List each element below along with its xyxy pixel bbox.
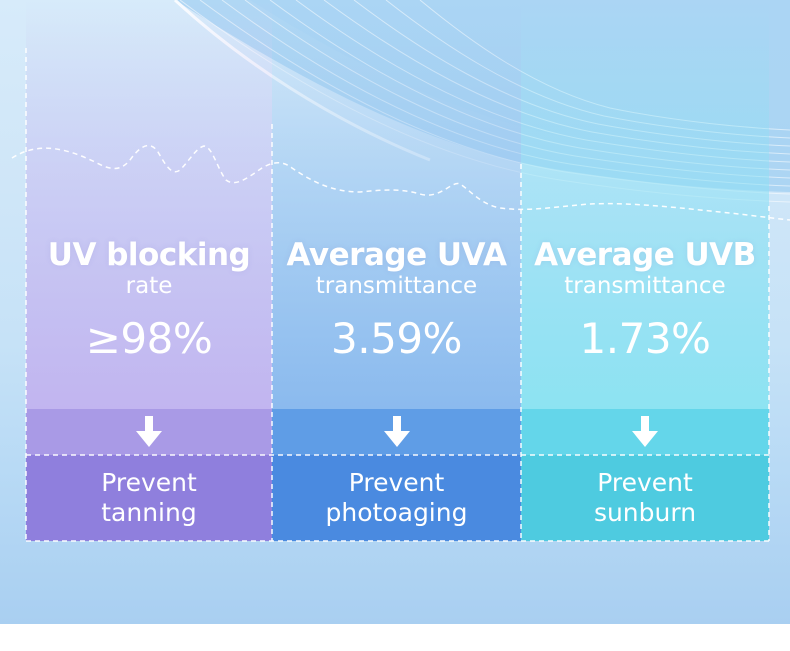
metric-subtitle: rate [125,273,173,299]
bottom-margin [0,624,790,651]
down-arrow-icon [136,416,162,447]
metric-title: Average UVA [286,237,507,273]
column-uv-blocking: UV blocking rate ≥98% Prevent tanning [26,0,272,541]
down-arrow-icon [383,416,410,447]
metric-value: ≥98% [85,314,213,363]
metric-title: UV blocking [47,237,251,273]
effect-label: Prevent sunburn [521,468,769,528]
effect-line-2: sunburn [593,498,697,527]
effect-label: Prevent photoaging [272,468,521,528]
effect-label: Prevent tanning [26,468,272,528]
effect-line-1: Prevent [101,468,197,497]
metric-title: Average UVB [534,237,756,273]
metric-value: 1.73% [579,314,711,363]
metric-subtitle: transmittance [315,273,478,299]
effect-line-1: Prevent [348,468,445,497]
effect-line-1: Prevent [597,468,693,497]
effect-band [521,455,769,541]
column-uva: Average UVA transmittance 3.59% Prevent … [272,0,521,541]
effect-line-2: photoaging [325,498,468,527]
metric-value: 3.59% [331,314,462,363]
effect-band [272,455,521,541]
infographic-stage: UV blocking rate ≥98% Prevent tanning Av… [0,0,790,624]
column-uvb: Average UVB transmittance 1.73% Prevent … [521,0,769,541]
metric-subtitle: transmittance [564,273,726,299]
down-arrow-icon [632,416,658,447]
effect-band [26,455,272,541]
effect-line-2: tanning [101,498,197,527]
